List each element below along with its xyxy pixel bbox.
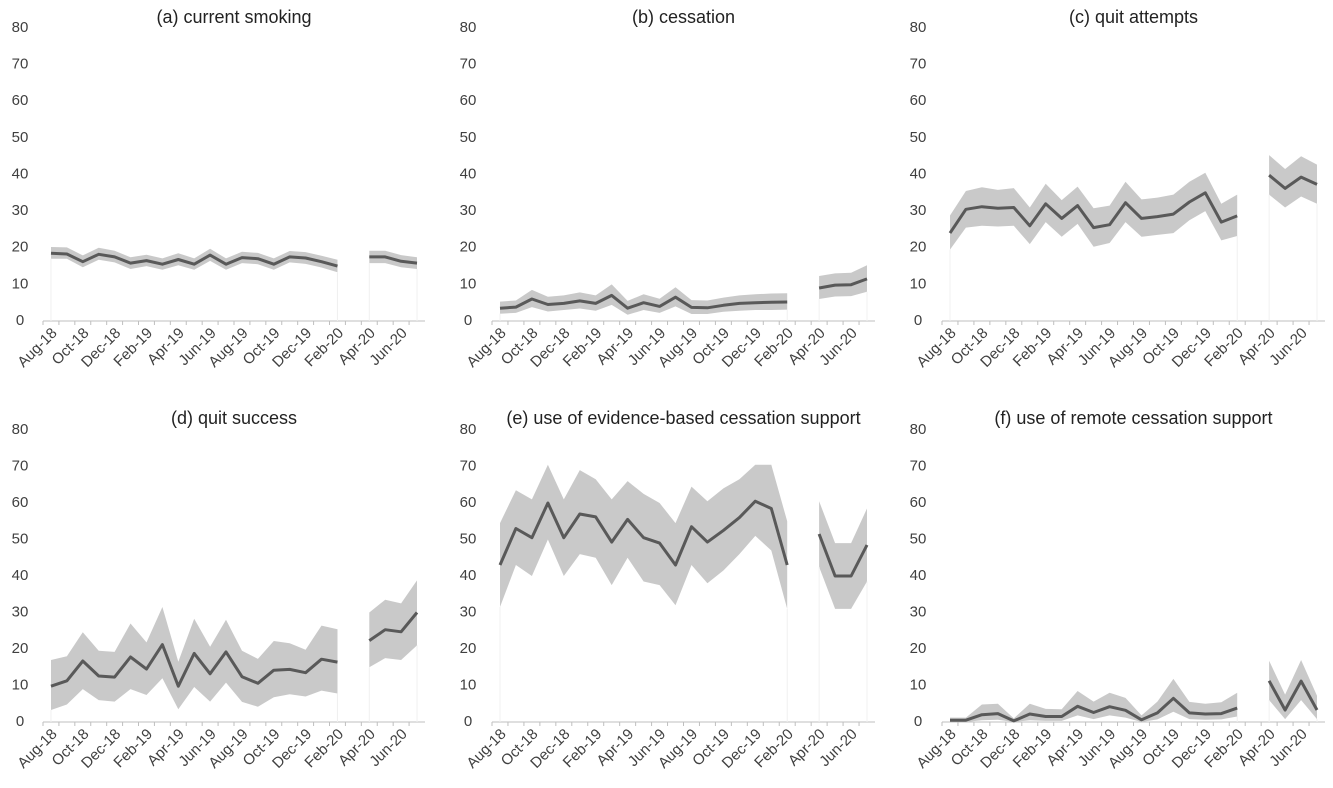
y-tick-label: 70 (460, 457, 477, 474)
confidence-band (1269, 660, 1317, 720)
x-tick-label: Aug-18 (463, 325, 509, 371)
y-tick-label: 50 (12, 129, 29, 146)
y-tick-label: 80 (910, 19, 927, 36)
y-tick-label: 60 (910, 92, 927, 109)
confidence-band (819, 501, 867, 609)
y-tick-label: 60 (460, 494, 477, 511)
y-tick-label: 30 (460, 202, 477, 219)
confidence-band (51, 607, 338, 710)
y-tick-label: 20 (460, 640, 477, 657)
y-tick-label: 10 (910, 275, 927, 292)
panel-title: (c) quit attempts (1069, 7, 1198, 27)
x-tick-label: Aug-18 (463, 726, 509, 772)
x-tick-label: Aug-18 (14, 726, 60, 772)
y-tick-label: 40 (460, 567, 477, 584)
y-tick-label: 80 (12, 421, 29, 438)
confidence-band (819, 265, 867, 299)
y-tick-label: 0 (914, 312, 922, 329)
y-tick-label: 20 (12, 239, 29, 256)
y-tick-label: 10 (460, 275, 477, 292)
series-line (498, 499, 869, 578)
y-tick-label: 50 (460, 530, 477, 547)
y-tick-label: 0 (16, 713, 24, 730)
y-tick-label: 0 (464, 713, 472, 730)
y-tick-label: 30 (910, 603, 927, 620)
x-tick-label: Aug-18 (913, 325, 959, 371)
panel-title: (b) cessation (632, 7, 735, 27)
series-line (50, 251, 418, 268)
y-tick-label: 10 (12, 275, 29, 292)
y-tick-label: 70 (910, 457, 927, 474)
y-tick-label: 0 (464, 312, 472, 329)
confidence-band (950, 172, 1238, 250)
y-tick-label: 0 (16, 312, 24, 329)
y-tick-label: 40 (12, 567, 29, 584)
y-tick-label: 10 (12, 676, 29, 693)
confidence-band (950, 678, 1238, 722)
y-tick-label: 70 (910, 56, 927, 73)
y-tick-label: 30 (910, 202, 927, 219)
y-tick-label: 20 (12, 640, 29, 657)
y-tick-label: 80 (12, 19, 29, 36)
x-tick-label: Aug-18 (913, 726, 959, 772)
y-tick-label: 40 (12, 165, 29, 182)
y-tick-label: 30 (12, 202, 29, 219)
y-tick-label: 80 (460, 19, 477, 36)
y-tick-label: 70 (12, 56, 29, 73)
confidence-band (500, 284, 788, 315)
y-tick-label: 60 (910, 494, 927, 511)
y-tick-label: 30 (12, 603, 29, 620)
y-tick-label: 40 (460, 165, 477, 182)
y-tick-label: 60 (460, 92, 477, 109)
y-tick-label: 50 (910, 530, 927, 547)
confidence-band (369, 580, 417, 668)
y-tick-label: 40 (910, 567, 927, 584)
y-tick-label: 60 (12, 92, 29, 109)
y-tick-label: 50 (12, 530, 29, 547)
y-tick-label: 20 (910, 640, 927, 657)
series-line (948, 174, 1318, 234)
x-tick-label: Aug-18 (14, 325, 60, 371)
y-tick-label: 10 (460, 676, 477, 693)
series-line (499, 277, 868, 310)
y-tick-label: 40 (910, 165, 927, 182)
y-tick-label: 80 (460, 421, 477, 438)
series-line (50, 611, 419, 688)
y-tick-label: 20 (910, 239, 927, 256)
y-tick-label: 80 (910, 421, 927, 438)
confidence-band (51, 247, 338, 273)
y-tick-label: 50 (460, 129, 477, 146)
series-line (950, 679, 1319, 723)
y-tick-label: 0 (914, 713, 922, 730)
y-tick-label: 20 (460, 239, 477, 256)
panel-title: (e) use of evidence-based cessation supp… (506, 408, 860, 428)
y-tick-label: 70 (460, 56, 477, 73)
panel-title: (f) use of remote cessation support (994, 408, 1272, 428)
panel-title: (d) quit success (171, 408, 297, 428)
y-tick-label: 30 (460, 603, 477, 620)
y-tick-label: 10 (910, 676, 927, 693)
y-tick-label: 70 (12, 457, 29, 474)
y-tick-label: 50 (910, 129, 927, 146)
y-tick-label: 60 (12, 494, 29, 511)
panel-title: (a) current smoking (156, 7, 311, 27)
